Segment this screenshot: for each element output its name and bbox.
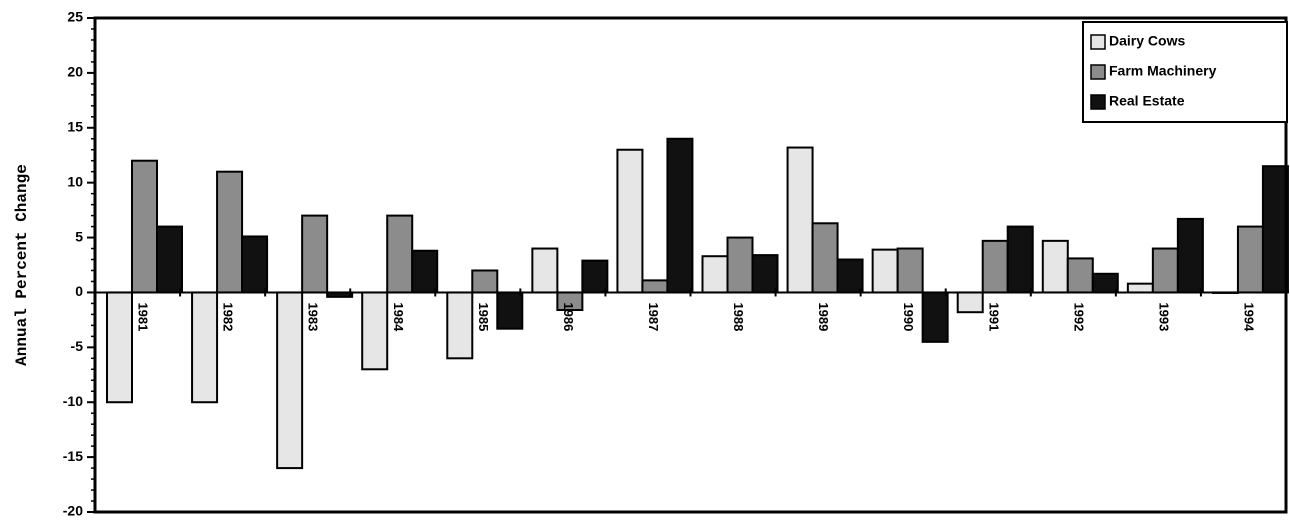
bar — [446, 291, 474, 360]
bar — [1236, 225, 1264, 294]
bar — [191, 291, 219, 404]
x-tick-label: 1992 — [1071, 302, 1086, 331]
x-tick-label: 1982 — [221, 302, 236, 331]
bar — [836, 258, 864, 294]
y-tick-label: 20 — [67, 64, 83, 80]
legend-swatch — [1090, 94, 1106, 110]
bar — [1066, 257, 1094, 294]
bar — [666, 137, 694, 294]
y-tick-label: 5 — [75, 228, 83, 244]
legend-label: Dairy Cows — [1109, 33, 1185, 49]
x-tick-label: 1993 — [1156, 302, 1171, 331]
legend-box — [1082, 21, 1288, 123]
legend-label: Real Estate — [1109, 93, 1185, 109]
bar — [701, 255, 729, 294]
bar — [361, 291, 389, 371]
x-tick-label: 1990 — [901, 302, 916, 331]
legend-label: Farm Machinery — [1109, 63, 1217, 79]
y-tick-label: 10 — [67, 173, 83, 189]
x-tick-label: 1989 — [816, 302, 831, 331]
bar — [896, 247, 924, 294]
y-tick-label: -15 — [63, 448, 83, 464]
x-tick-label: 1994 — [1241, 302, 1256, 332]
bar — [616, 148, 644, 294]
bar — [471, 269, 499, 294]
bar — [1151, 247, 1179, 294]
bar — [751, 254, 779, 294]
bar — [496, 291, 524, 330]
bar — [981, 239, 1009, 294]
bar — [811, 222, 839, 294]
bar — [1126, 282, 1154, 294]
bar — [411, 249, 439, 294]
legend-swatch — [1090, 64, 1106, 80]
bar — [1176, 217, 1204, 294]
bar — [956, 291, 984, 314]
legend-swatch — [1090, 34, 1106, 50]
x-tick-label: 1983 — [306, 302, 321, 331]
bar — [216, 170, 244, 294]
bar — [301, 214, 329, 294]
bar — [921, 291, 949, 343]
bar — [1261, 165, 1289, 294]
bar — [276, 291, 304, 470]
bar — [1091, 272, 1119, 294]
y-axis-label: Annual Percent Change — [13, 164, 31, 366]
bar — [1041, 239, 1069, 294]
x-tick-label: 1991 — [986, 302, 1001, 331]
bar — [131, 159, 158, 294]
x-tick-label: 1986 — [561, 302, 576, 331]
y-tick-label: -5 — [71, 338, 84, 354]
x-tick-label: 1987 — [646, 302, 661, 331]
y-tick-label: -10 — [63, 393, 83, 409]
y-tick-label: 0 — [75, 283, 83, 299]
bar — [156, 225, 183, 294]
bar — [386, 214, 414, 294]
x-tick-label: 1985 — [476, 302, 491, 331]
bar — [1006, 225, 1034, 294]
bar — [241, 235, 269, 294]
x-tick-label: 1981 — [136, 302, 151, 331]
bar — [641, 279, 669, 294]
bar — [581, 259, 609, 294]
bar — [786, 146, 814, 294]
bar — [726, 236, 754, 294]
x-tick-label: 1984 — [391, 302, 406, 332]
bar — [871, 248, 899, 294]
bar — [106, 291, 133, 404]
y-tick-label: -20 — [63, 503, 83, 518]
y-tick-label: 15 — [67, 118, 83, 134]
bar — [531, 247, 559, 294]
plot-frame — [93, 16, 1288, 514]
y-tick-label: 25 — [67, 9, 83, 25]
x-tick-label: 1988 — [731, 302, 746, 331]
